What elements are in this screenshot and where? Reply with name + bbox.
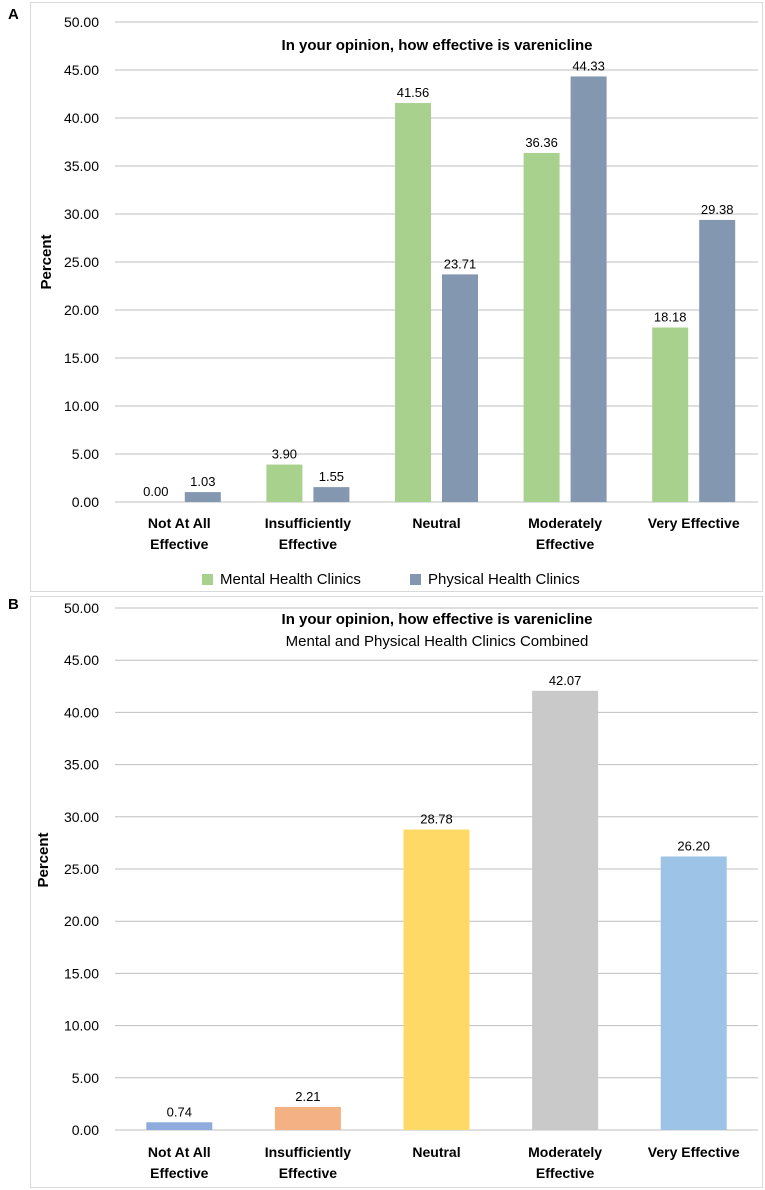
data-label: 26.20: [677, 838, 710, 853]
y-tick-label: 25.00: [64, 254, 99, 270]
data-label: 18.18: [654, 309, 687, 324]
y-tick-label: 45.00: [64, 62, 99, 78]
data-label: 2.21: [295, 1089, 320, 1104]
data-label: 1.55: [319, 469, 344, 484]
category-label: Not At All: [148, 1144, 211, 1160]
y-axis-label: Percent: [38, 234, 55, 289]
y-tick-label: 35.00: [64, 757, 99, 773]
data-label: 36.36: [525, 135, 558, 150]
legend-swatch: [410, 574, 421, 585]
y-tick-label: 45.00: [64, 652, 99, 668]
category-label: Neutral: [412, 515, 460, 531]
bar: [184, 492, 221, 502]
data-label: 42.07: [549, 673, 582, 688]
chart-b: 0.00 5.00 10.00 15.00 20.00 25.00 30.00 35.00 40…: [35, 600, 758, 1181]
y-tick-label: 10.00: [64, 398, 99, 414]
legend-label: Physical Health Clinics: [428, 571, 580, 588]
bar: [403, 829, 470, 1130]
y-tick-label: 30.00: [64, 809, 99, 825]
y-tick-label: 35.00: [64, 158, 99, 174]
bar: [266, 464, 303, 502]
y-tick-label: 15.00: [64, 350, 99, 366]
category-label: Effective: [150, 1165, 209, 1181]
y-tick-label: 40.00: [64, 704, 99, 720]
y-tick-label: 0.00: [72, 494, 99, 510]
data-label: 0.00: [143, 484, 168, 499]
y-tick-label: 30.00: [64, 206, 99, 222]
y-tick-label: 25.00: [64, 861, 99, 877]
legend-swatch: [202, 574, 213, 585]
category-label: Effective: [279, 1165, 338, 1181]
category-label: Effective: [536, 536, 595, 552]
category-label: Effective: [279, 536, 338, 552]
y-tick-label: 0.00: [72, 1122, 99, 1138]
data-label: 1.03: [190, 474, 215, 489]
bar: [660, 856, 727, 1130]
y-axis-label: Percent: [35, 832, 52, 887]
category-label: Moderately: [528, 1144, 602, 1160]
data-label: 28.78: [420, 812, 453, 827]
category-label: Very Effective: [648, 515, 740, 531]
bar: [532, 690, 599, 1130]
category-label: Insufficiently: [265, 515, 352, 531]
chart-title: In your opinion, how effective is vareni…: [282, 37, 593, 54]
panel-letter-a: A: [8, 6, 19, 23]
y-tick-label: 50.00: [64, 600, 99, 616]
bar: [523, 152, 560, 502]
bar: [570, 76, 607, 502]
data-label: 3.90: [272, 447, 297, 462]
category-label: Not At All: [148, 515, 211, 531]
bar: [313, 487, 350, 502]
y-tick-label: 15.00: [64, 965, 99, 981]
bar: [652, 327, 689, 502]
y-tick-label: 50.00: [64, 14, 99, 30]
category-label: Moderately: [528, 515, 602, 531]
y-tick-label: 10.00: [64, 1018, 99, 1034]
bar: [146, 1122, 213, 1130]
data-label: 23.71: [444, 256, 477, 271]
chart-a: 0.00 5.00 10.00 15.00 20.00 25.00 30.00 35.00 40…: [38, 14, 758, 588]
category-label: Insufficiently: [265, 1144, 352, 1160]
data-label: 0.74: [167, 1104, 192, 1119]
y-tick-label: 20.00: [64, 913, 99, 929]
y-tick-label: 5.00: [72, 446, 99, 462]
category-label: Effective: [536, 1165, 595, 1181]
data-label: 41.56: [397, 85, 430, 100]
data-label: 44.33: [572, 58, 605, 73]
data-label: 29.38: [701, 202, 734, 217]
panel-letter-b: B: [8, 596, 19, 613]
legend-label: Mental Health Clinics: [220, 571, 361, 588]
bar: [395, 103, 431, 503]
chart-panel-b: [30, 596, 763, 1188]
bar: [699, 219, 736, 502]
y-tick-label: 20.00: [64, 302, 99, 318]
bar: [442, 274, 478, 502]
chart-title: In your opinion, how effective is vareni…: [282, 611, 593, 628]
chart-subtitle: Mental and Physical Health Clinics Combi…: [286, 633, 589, 650]
category-label: Neutral: [412, 1144, 460, 1160]
category-label: Very Effective: [648, 1144, 740, 1160]
bar: [274, 1106, 341, 1130]
category-label: Effective: [150, 536, 209, 552]
y-tick-label: 40.00: [64, 110, 99, 126]
y-tick-label: 5.00: [72, 1070, 99, 1086]
